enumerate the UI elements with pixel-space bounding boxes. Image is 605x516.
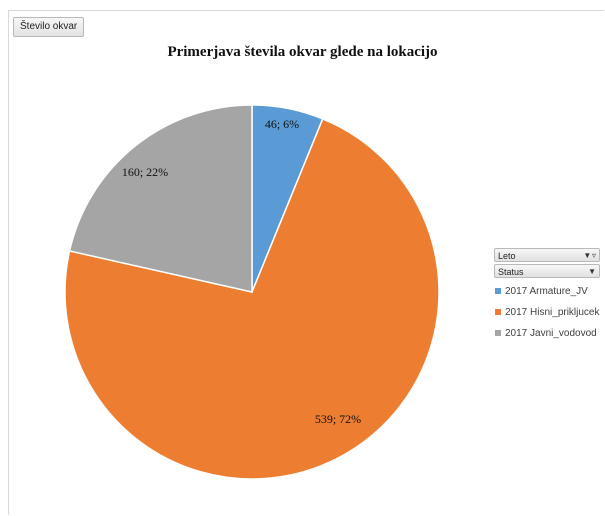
data-label-1: 46; 6% (265, 117, 299, 131)
data-label-2: 539; 72% (315, 412, 361, 426)
value-field-button[interactable]: Število okvar (13, 17, 85, 37)
pie-slice-3 (68, 104, 253, 293)
chart-title: Primerjava števila okvar glede na lokaci… (167, 44, 438, 60)
legend-item-armature: 2017 Armature_JV (494, 284, 604, 299)
legend-label: 2017 Javni_vodovod (505, 328, 597, 339)
filter-button-status[interactable]: Status ▼ (494, 264, 600, 278)
filter-label-status: Status (498, 267, 524, 277)
legend-item-hisni: 2017 Hisni_prikljucek (494, 305, 604, 320)
legend-swatch (495, 287, 501, 294)
dropdown-icon[interactable]: ▼ (588, 267, 596, 276)
legend-swatch (495, 308, 501, 315)
legend-item-javni: 2017 Javni_vodovod (494, 326, 604, 341)
legend-label: 2017 Hisni_prikljucek (505, 307, 600, 318)
filter-label-leto: Leto (498, 251, 516, 261)
filter-button-leto[interactable]: Leto ▼ ▿ (494, 248, 600, 262)
legend-label: 2017 Armature_JV (505, 286, 588, 297)
filter-dropdown-icon[interactable]: ▼ ▿ (583, 251, 596, 260)
data-label-3: 160; 22% (122, 165, 168, 179)
pie-slice-2 (64, 117, 440, 480)
legend: Leto ▼ ▿ Status ▼ 2017 Armature_JV 2017 … (494, 248, 604, 341)
chart-area (8, 10, 604, 515)
legend-swatch (495, 329, 501, 336)
